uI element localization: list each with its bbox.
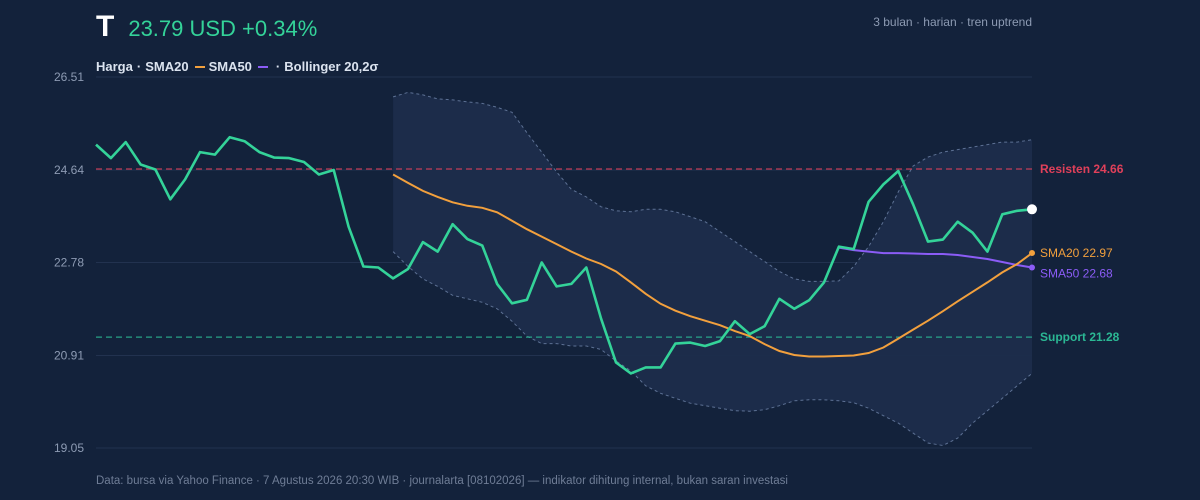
chart-header: T 23.79 USD +0.34%	[96, 10, 317, 44]
bollinger-lower-line	[392, 251, 1033, 447]
y-tick-label: 26.51	[54, 70, 84, 84]
y-tick-label: 19.05	[54, 441, 84, 455]
price-end-point	[1027, 204, 1037, 215]
legend-separator-2: ·	[275, 59, 281, 74]
support-label: Support 21.28	[1040, 330, 1120, 344]
price-line	[95, 135, 1033, 375]
bollinger-band-fill	[393, 92, 1033, 446]
legend-sma50: SMA50	[208, 59, 252, 74]
legend-separator: ·	[136, 59, 142, 74]
y-tick-label: 24.64	[54, 163, 84, 177]
footer-note: Data: bursa via Yahoo Finance · 7 Agustu…	[96, 475, 788, 487]
legend-bollinger: Bollinger 20,2σ	[284, 59, 379, 74]
chart-meta: 3 bulan · harian · tren uptrend	[873, 15, 1032, 29]
price-quote: 23.79 USD +0.34%	[128, 16, 318, 41]
y-tick-label: 20.91	[54, 348, 84, 362]
legend-sma50-swatch	[257, 65, 268, 68]
legend-sma20: SMA20	[145, 59, 189, 74]
y-tick-label: 22.78	[54, 256, 84, 270]
sma50-line	[838, 246, 1033, 269]
legend-sma20-swatch	[194, 65, 205, 68]
legend-price: Harga	[96, 59, 133, 74]
sma50-end-label: SMA50 22.68	[1040, 266, 1113, 280]
sma20-end-point	[1029, 250, 1035, 257]
sma20-line	[392, 173, 1033, 358]
sma50-end-point	[1029, 264, 1035, 271]
sma20-end-label: SMA20 22.97	[1040, 246, 1113, 260]
ticker-symbol: T	[96, 10, 115, 43]
resistance-label: Resisten 24.66	[1040, 162, 1124, 176]
bollinger-upper-line	[392, 91, 1033, 282]
legend: Harga · SMA20 SMA50 · Bollinger 20,2σ	[96, 59, 378, 74]
